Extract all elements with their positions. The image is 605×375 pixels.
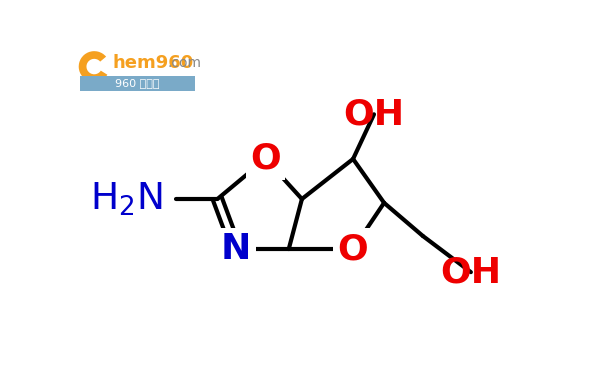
Text: OH: OH	[440, 255, 502, 289]
Text: OH: OH	[344, 97, 405, 131]
Text: $\mathsf{H_2N}$: $\mathsf{H_2N}$	[90, 180, 162, 218]
Text: .com: .com	[167, 57, 201, 70]
Text: N: N	[221, 232, 251, 266]
Text: O: O	[250, 142, 281, 176]
FancyBboxPatch shape	[80, 76, 195, 91]
Text: O: O	[338, 232, 368, 266]
Wedge shape	[79, 51, 107, 82]
Text: 960 化工网: 960 化工网	[116, 78, 160, 88]
Text: hem960: hem960	[112, 54, 194, 72]
